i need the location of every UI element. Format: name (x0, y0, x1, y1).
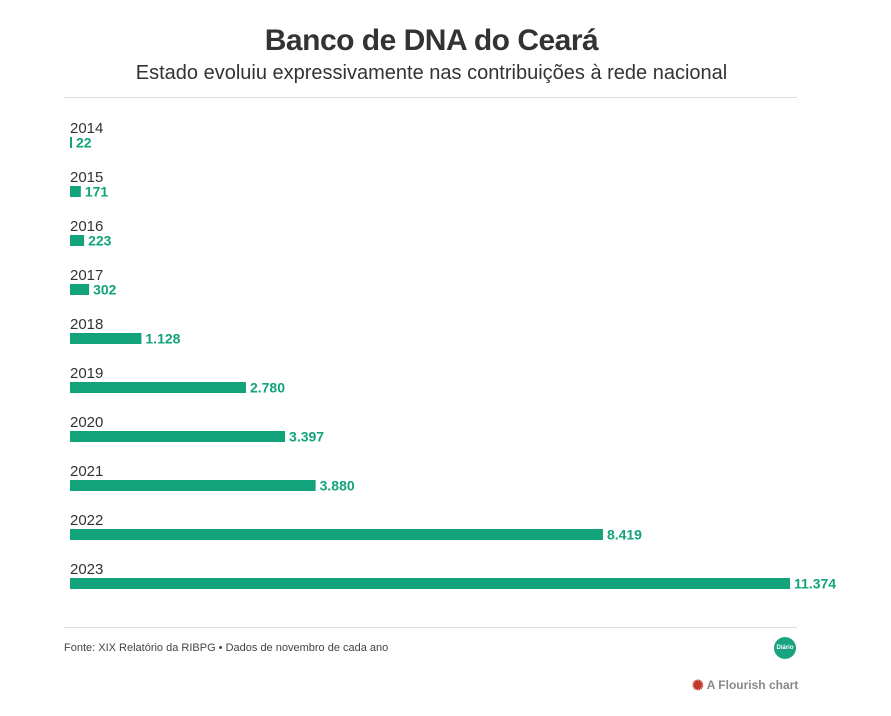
category-label: 2020 (70, 414, 103, 431)
category-label: 2022 (70, 512, 103, 529)
category-label: 2023 (70, 561, 103, 578)
category-label: 2014 (70, 120, 103, 137)
value-label: 2.780 (250, 380, 285, 396)
value-label: 1.128 (145, 331, 180, 347)
category-label: 2021 (70, 463, 103, 480)
bar[interactable] (70, 480, 316, 491)
flourish-credit[interactable]: ✺ A Flourish chart (692, 678, 798, 692)
bar[interactable] (70, 186, 81, 197)
category-label: 2019 (70, 365, 103, 382)
flourish-credit-label: A Flourish chart (706, 678, 799, 692)
category-label: 2016 (70, 218, 103, 235)
value-label: 223 (88, 233, 112, 249)
chart-title: Banco de DNA do Ceará (264, 24, 599, 57)
category-label: 2015 (70, 169, 103, 186)
bar[interactable] (70, 431, 286, 442)
bar[interactable] (70, 333, 142, 344)
value-label: 3.397 (289, 429, 324, 445)
value-label: 302 (93, 282, 117, 298)
flourish-logo-icon: ✺ (692, 677, 704, 693)
diario-logo-icon[interactable]: Diário (774, 637, 796, 659)
value-label: 3.880 (320, 478, 355, 494)
category-label: 2017 (70, 267, 103, 284)
bottom-divider (64, 627, 797, 628)
value-label: 11.374 (794, 576, 836, 592)
bar[interactable] (70, 578, 790, 589)
value-label: 171 (85, 184, 109, 200)
bar[interactable] (70, 137, 72, 148)
bar[interactable] (70, 382, 246, 393)
value-label: 8.419 (607, 527, 642, 543)
category-label: 2018 (70, 316, 103, 333)
top-divider (64, 97, 797, 98)
chart-subtitle: Estado evoluiu expressivamente nas contr… (135, 62, 728, 84)
value-label: 22 (76, 135, 92, 151)
source-note: Fonte: XIX Relatório da RIBPG • Dados de… (64, 642, 389, 654)
bar[interactable] (70, 284, 90, 295)
bar[interactable] (70, 235, 85, 246)
bar[interactable] (70, 529, 603, 540)
